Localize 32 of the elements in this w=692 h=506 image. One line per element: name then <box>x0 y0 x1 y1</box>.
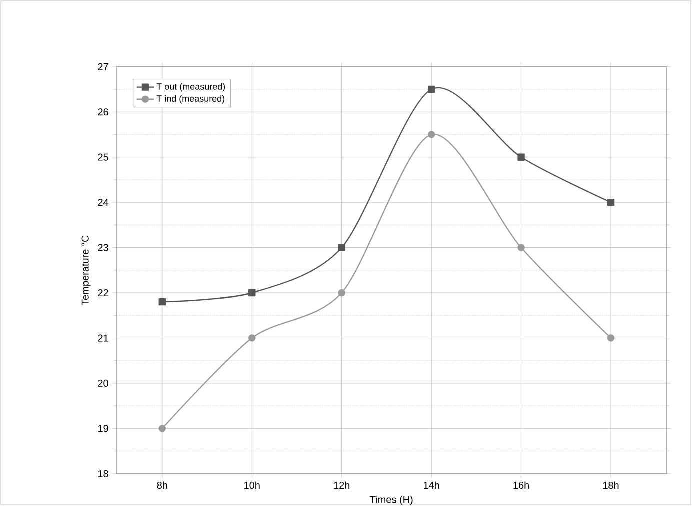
point <box>518 154 525 161</box>
y-tick-label: 26 <box>98 108 108 116</box>
point <box>248 289 256 297</box>
y-tick-label: 24 <box>98 199 109 206</box>
y-tick-label: 21 <box>98 334 108 342</box>
point <box>607 198 615 206</box>
y-tick-label: 23 <box>98 244 108 252</box>
y-tick-label: 19 <box>98 425 108 432</box>
point <box>428 131 436 138</box>
y-tick-label: 20 <box>98 380 108 387</box>
y-tick-label: 18 <box>98 470 108 478</box>
legend-label: T out (measured) <box>156 83 226 92</box>
y-tick-label: 25 <box>98 154 108 161</box>
y-tick-label: 22 <box>98 290 108 296</box>
legend-label: T ind (measured) <box>156 95 225 104</box>
point <box>338 244 346 252</box>
point <box>158 425 166 432</box>
point <box>607 334 615 342</box>
x-tick-label: 8h <box>157 482 168 490</box>
x-tick-label: 12h <box>334 482 350 489</box>
x-tick-label: 18h <box>603 482 619 490</box>
y-axis-title: Temperature °C <box>82 236 91 306</box>
point <box>338 289 346 297</box>
x-axis-title: Times (H) <box>370 496 413 506</box>
y-tick-label: 27 <box>98 63 108 70</box>
x-tick-label: 10h <box>244 482 260 490</box>
point <box>158 298 166 306</box>
point <box>518 244 525 252</box>
point <box>428 86 436 94</box>
point <box>248 334 256 342</box>
x-tick-label: 14h <box>424 482 440 489</box>
x-tick-label: 16h <box>514 482 529 490</box>
